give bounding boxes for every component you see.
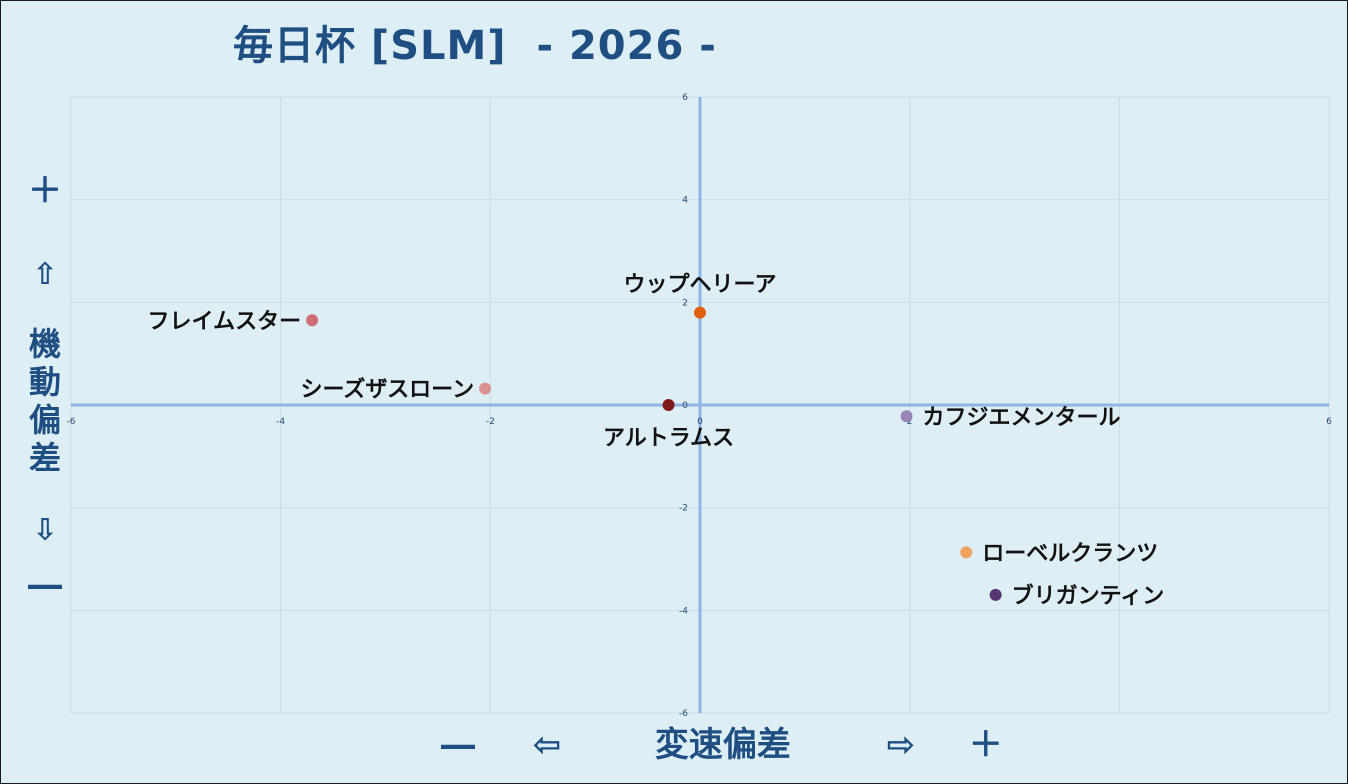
data-point bbox=[960, 546, 973, 559]
x-tick-label: 6 bbox=[1326, 417, 1332, 427]
x-tick-label: 0 bbox=[697, 417, 703, 427]
chart-title: 毎日杯 [SLM] - 2026 - bbox=[233, 23, 717, 69]
right-arrow-icon: ⇨ bbox=[886, 725, 916, 765]
y-plus-sign: ＋ bbox=[28, 171, 62, 211]
data-point bbox=[989, 588, 1002, 601]
point-label: ローベルクランツ bbox=[982, 541, 1158, 566]
y-label-char-3: 偏 bbox=[28, 401, 61, 439]
point-label: ブリガンティン bbox=[1012, 583, 1165, 609]
y-label-char-1: 機 bbox=[28, 325, 61, 363]
y-tick-label: -6 bbox=[679, 709, 688, 719]
y-tick-label: 0 bbox=[682, 401, 688, 411]
axes bbox=[71, 97, 1329, 713]
left-arrow-icon: ⇦ bbox=[532, 725, 562, 765]
data-point bbox=[900, 410, 913, 423]
y-tick-label: 2 bbox=[682, 298, 688, 308]
point-label: カフジエメンタール bbox=[923, 405, 1121, 430]
y-tick-label: -4 bbox=[679, 606, 688, 616]
data-point bbox=[479, 382, 492, 395]
data-point bbox=[662, 399, 675, 411]
x-tick-label: 2 bbox=[907, 417, 913, 427]
x-axis-label: ― ⇦ 変速偏差 ⇨ ＋ bbox=[441, 717, 1003, 766]
x-tick-label: -6 bbox=[67, 417, 76, 427]
down-arrow-icon: ⇩ bbox=[32, 513, 58, 548]
y-tick-label: 6 bbox=[682, 93, 688, 103]
point-label: シーズザスローン bbox=[300, 377, 474, 403]
x-tick-label: -4 bbox=[276, 417, 285, 427]
point-label: アルトラムス bbox=[603, 426, 734, 451]
x-tick-label: -2 bbox=[486, 417, 495, 427]
up-arrow-icon: ⇧ bbox=[32, 257, 58, 292]
data-point bbox=[694, 306, 706, 319]
point-label: ウップヘリーア bbox=[623, 273, 776, 298]
y-axis-label: ＋ ⇧ 機 動 偏 差 ⇩ ― bbox=[15, 171, 75, 605]
point-label: フレイムスター bbox=[148, 309, 302, 334]
y-minus-sign: ― bbox=[28, 565, 62, 605]
y-tick-label: 4 bbox=[682, 196, 688, 206]
x-plus-sign: ＋ bbox=[968, 725, 1003, 765]
data-points bbox=[306, 306, 1002, 601]
y-label-char-2: 動 bbox=[28, 363, 61, 401]
x-label-word: 変速偏差 bbox=[654, 725, 791, 765]
x-minus-sign: ― bbox=[441, 725, 475, 765]
data-point bbox=[306, 314, 319, 327]
y-tick-label: -2 bbox=[679, 504, 688, 514]
y-label-char-4: 差 bbox=[28, 439, 61, 477]
tick-labels: -6 -4 -2 0 2 6 6 4 2 0 -2 -4 -6 bbox=[67, 93, 1333, 719]
